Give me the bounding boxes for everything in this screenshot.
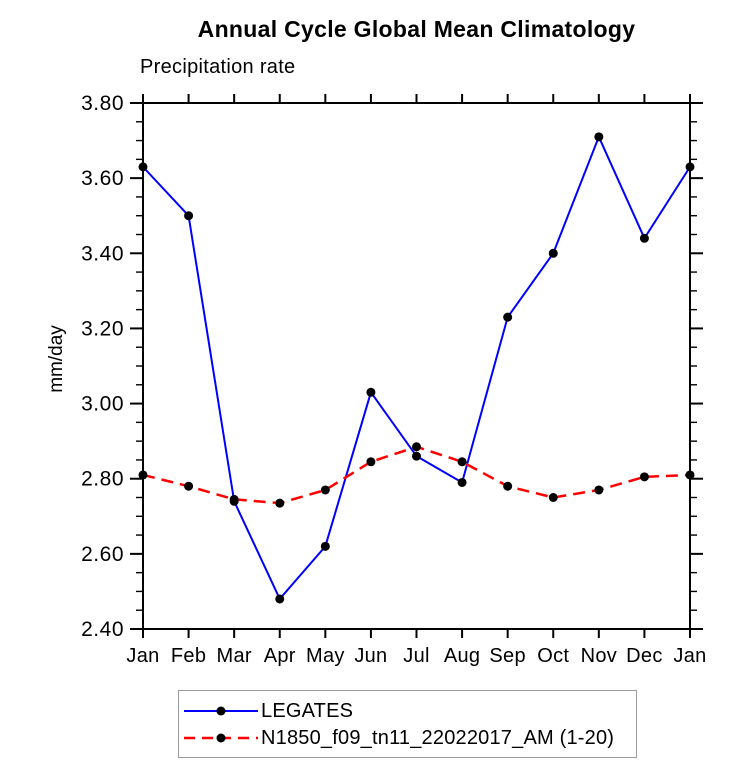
y-tick-label: 2.60 xyxy=(81,543,124,566)
y-tick-label: 3.40 xyxy=(81,242,124,265)
chart-subtitle: Precipitation rate xyxy=(140,56,296,78)
data-point-marker xyxy=(594,132,604,142)
data-point-marker xyxy=(639,472,649,482)
y-tick-label: 3.80 xyxy=(81,92,124,115)
legend-entry-legates: LEGATES xyxy=(179,697,353,725)
data-point-marker xyxy=(366,387,376,397)
data-point-marker xyxy=(594,485,604,495)
axis-frame xyxy=(142,102,691,630)
x-tick-label: Jan xyxy=(126,645,159,667)
x-tick-label: Nov xyxy=(581,645,617,667)
x-axis-ticks xyxy=(142,94,691,638)
data-point-marker xyxy=(412,451,421,461)
data-point-marker xyxy=(138,162,148,172)
data-point-marker xyxy=(320,485,330,495)
plot-frame xyxy=(142,102,691,630)
data-point-marker xyxy=(548,248,558,258)
legend-marker-dot xyxy=(216,733,226,743)
data-point-marker xyxy=(548,493,558,502)
x-tick-label: Apr xyxy=(264,645,296,667)
data-point-marker xyxy=(184,481,194,491)
x-tick-label: Jan xyxy=(673,645,706,667)
x-tick-label: Sep xyxy=(489,645,526,667)
x-tick-label: May xyxy=(306,645,345,667)
data-point-marker xyxy=(138,470,148,480)
x-axis-tick-labels: Jan Feb Mar Apr May Jun Jul Aug Sep Oct Nov Dec Jan xyxy=(126,645,706,667)
x-tick-label: Aug xyxy=(444,645,481,667)
data-point-marker xyxy=(685,162,695,172)
x-tick-label: Feb xyxy=(171,645,206,667)
y-tick-label: 3.60 xyxy=(81,167,124,190)
chart-title: Annual Cycle Global Mean Climatology xyxy=(197,16,636,42)
data-point-marker xyxy=(503,481,513,491)
x-tick-label: Oct xyxy=(537,645,569,667)
series-line-0 xyxy=(142,134,691,601)
data-point-marker xyxy=(457,477,467,487)
legend: LEGATES N1850_f09_tn11_22022017_AM (1-20… xyxy=(178,690,637,758)
data-point-marker xyxy=(275,594,285,604)
legend-label-model: N1850_f09_tn11_22022017_AM (1-20) xyxy=(261,726,615,749)
y-axis-ticks xyxy=(130,102,703,630)
data-point-marker xyxy=(412,442,421,452)
data-point-marker xyxy=(229,494,239,504)
data-point-marker xyxy=(275,498,285,508)
series-markers xyxy=(138,132,695,604)
data-point-marker xyxy=(366,457,376,467)
legend-marker-dot xyxy=(216,706,226,716)
data-point-marker xyxy=(503,312,513,322)
y-axis-tick-labels: 3.80 3.60 3.40 3.20 3.00 2.80 2.60 2.40 xyxy=(81,92,124,641)
x-tick-label: Jul xyxy=(403,645,429,667)
legend-line-sample-solid xyxy=(184,706,258,716)
legend-label-legates: LEGATES xyxy=(261,699,354,722)
y-tick-label: 3.00 xyxy=(81,393,124,416)
x-tick-label: Jun xyxy=(354,645,387,667)
data-point-marker xyxy=(457,457,467,467)
y-tick-label: 2.40 xyxy=(81,618,124,641)
y-tick-label: 3.20 xyxy=(81,317,124,340)
y-tick-label: 2.80 xyxy=(81,468,124,491)
data-point-marker xyxy=(639,233,649,243)
x-tick-label: Dec xyxy=(626,645,662,667)
series-lines xyxy=(142,134,691,601)
data-point-marker xyxy=(685,470,695,480)
x-tick-label: Mar xyxy=(216,645,251,667)
legend-entry-model: N1850_f09_tn11_22022017_AM (1-20) xyxy=(179,724,614,752)
legend-line-sample-dashed xyxy=(184,733,258,743)
data-point-marker xyxy=(320,541,330,551)
data-point-marker xyxy=(184,211,194,221)
